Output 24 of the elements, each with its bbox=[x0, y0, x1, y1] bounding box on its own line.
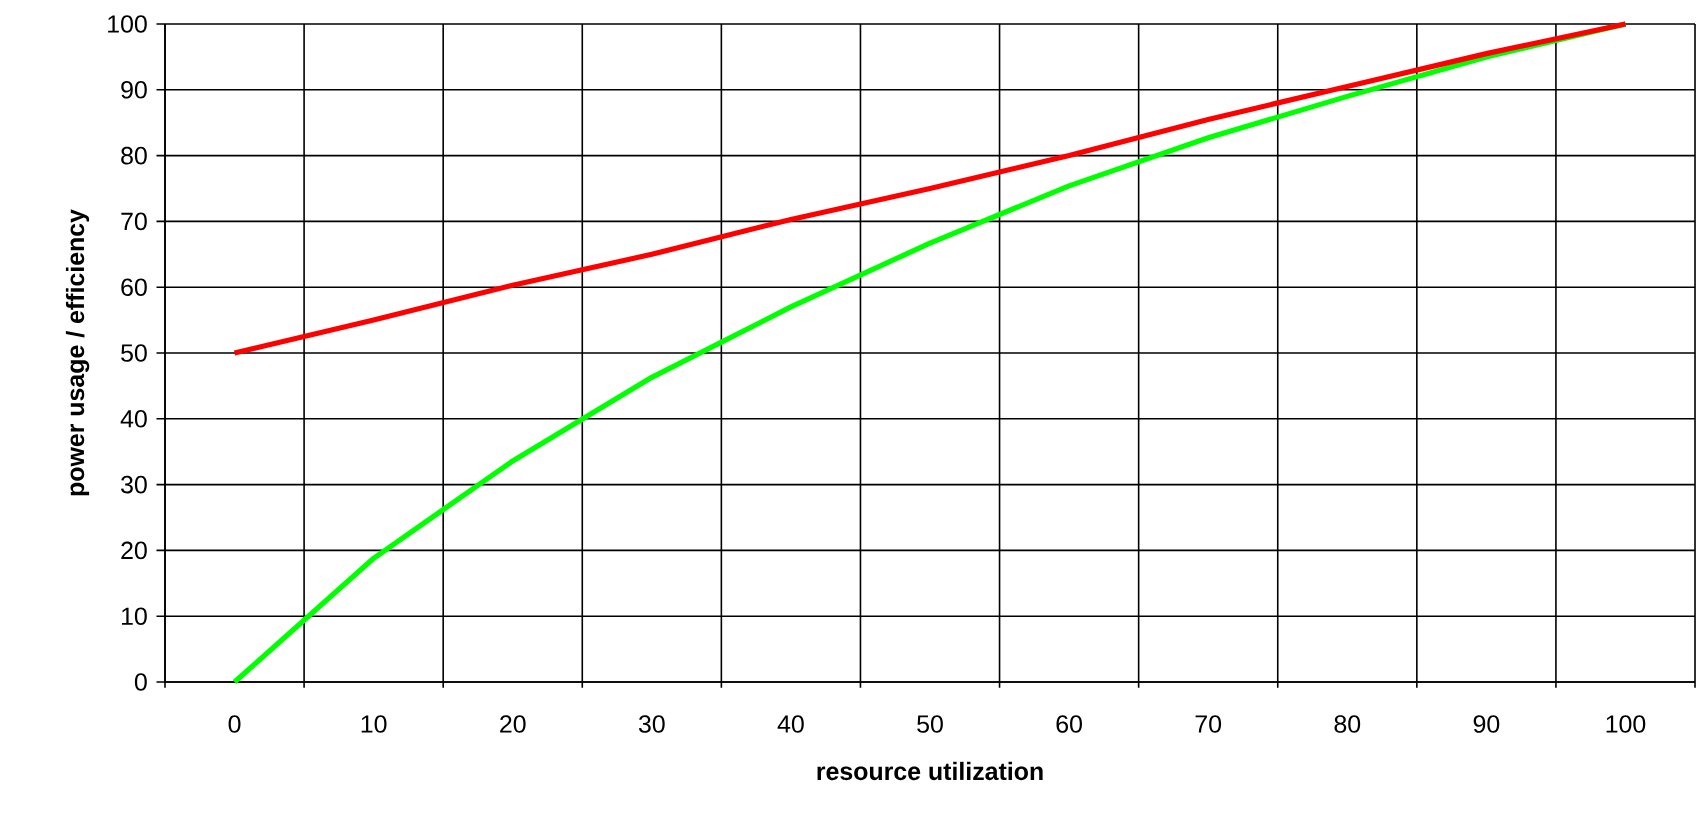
x-tick-label: 80 bbox=[1334, 715, 1361, 733]
x-tick-label: 50 bbox=[917, 715, 943, 733]
x-axis-title: resource utilization bbox=[817, 761, 1043, 781]
y-tick-label: 60 bbox=[121, 278, 147, 297]
y-axis-title: power usage / efficiency bbox=[65, 209, 90, 496]
y-tick-label: 70 bbox=[121, 212, 147, 231]
y-tick-label: 90 bbox=[121, 80, 147, 99]
y-tick-label: 50 bbox=[121, 344, 147, 362]
y-tick-label: 0 bbox=[134, 673, 147, 691]
x-tick-label: 90 bbox=[1473, 715, 1500, 733]
x-tick-label: 70 bbox=[1195, 715, 1222, 733]
x-tick-label: 60 bbox=[1056, 715, 1082, 733]
y-tick-label: 30 bbox=[121, 475, 147, 494]
y-tick-label: 10 bbox=[122, 607, 147, 626]
x-tick-label: 10 bbox=[361, 715, 387, 733]
y-tick-label: 80 bbox=[121, 146, 147, 165]
x-tick-label: 40 bbox=[777, 715, 804, 733]
x-tick-label: 0 bbox=[228, 715, 241, 733]
x-tick-label: 20 bbox=[500, 715, 526, 733]
y-tick-label: 100 bbox=[108, 15, 147, 33]
x-tick-label: 30 bbox=[638, 715, 665, 733]
x-tick-label: 100 bbox=[1606, 715, 1646, 733]
y-tick-label: 20 bbox=[121, 541, 147, 560]
y-tick-label: 40 bbox=[120, 409, 147, 428]
